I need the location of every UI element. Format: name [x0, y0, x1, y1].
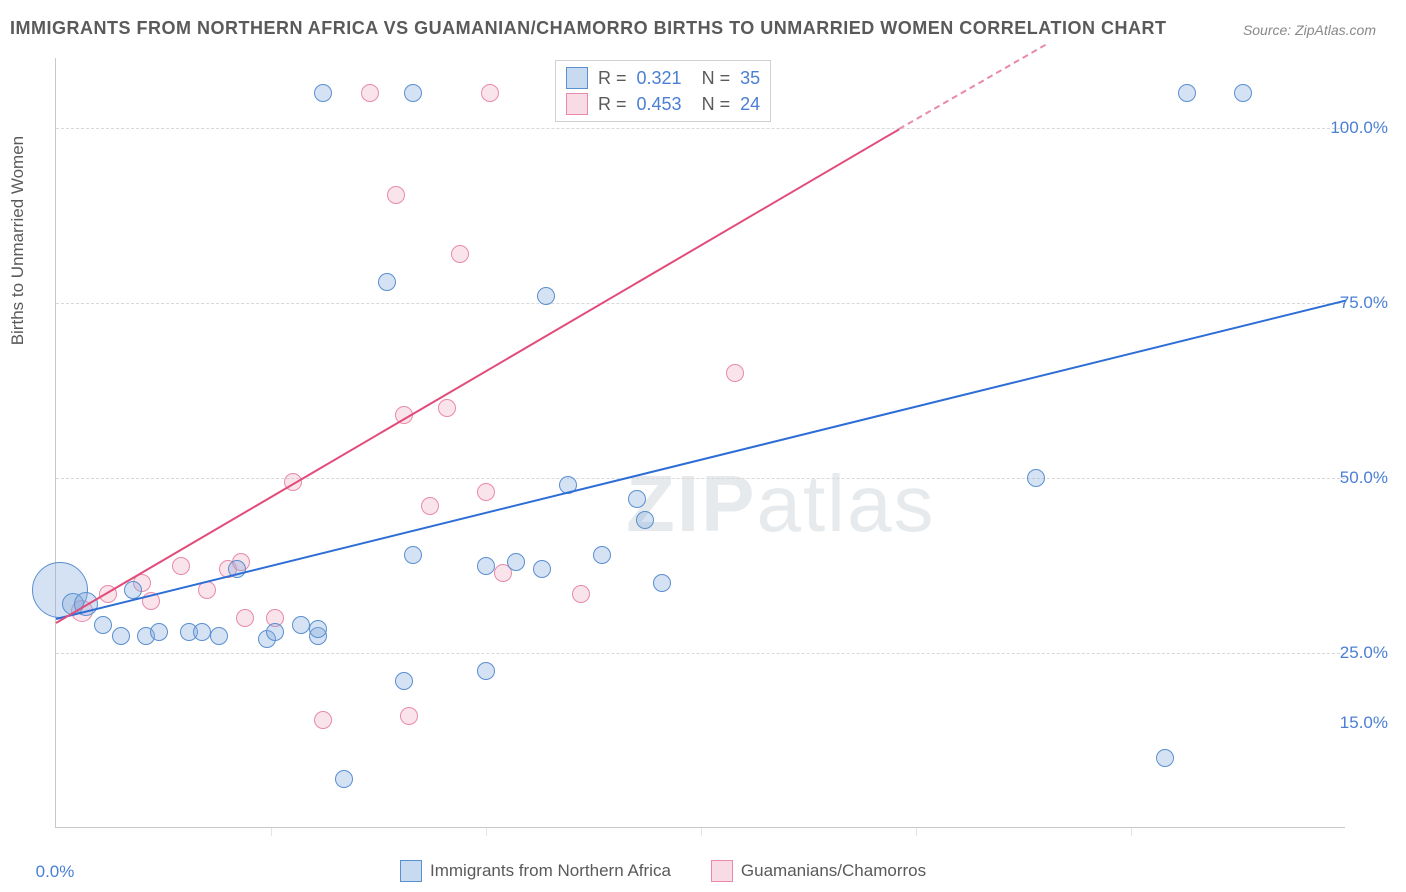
source-label: Source: ZipAtlas.com: [1243, 22, 1376, 38]
legend-n-label: N =: [702, 94, 731, 115]
data-point: [421, 497, 439, 515]
swatch-blue: [400, 860, 422, 882]
data-point: [378, 273, 396, 291]
data-point: [533, 560, 551, 578]
gridline-h: [56, 128, 1345, 129]
data-point: [314, 711, 332, 729]
data-point: [314, 84, 332, 102]
data-point: [1178, 84, 1196, 102]
data-point: [309, 620, 327, 638]
y-tick-label: 15.0%: [1340, 713, 1388, 733]
swatch-pink: [566, 93, 588, 115]
bottom-legend-label: Guamanians/Chamorros: [741, 861, 926, 881]
data-point: [210, 627, 228, 645]
data-point: [361, 84, 379, 102]
data-point: [404, 84, 422, 102]
legend-n-label: N =: [702, 68, 731, 89]
legend-row: R = 0.321 N = 35: [566, 65, 760, 91]
swatch-blue: [566, 67, 588, 89]
data-point: [477, 662, 495, 680]
data-point: [628, 490, 646, 508]
trend-line: [55, 128, 899, 623]
chart-title: IMMIGRANTS FROM NORTHERN AFRICA VS GUAMA…: [10, 18, 1166, 39]
data-point: [593, 546, 611, 564]
data-point: [572, 585, 590, 603]
data-point: [266, 623, 284, 641]
data-point: [726, 364, 744, 382]
y-tick-label: 75.0%: [1340, 293, 1388, 313]
data-point: [400, 707, 418, 725]
data-point: [438, 399, 456, 417]
gridline-v: [1131, 828, 1132, 836]
legend-r-label: R =: [598, 68, 627, 89]
legend-r-value: 0.453: [637, 94, 682, 115]
data-point: [1234, 84, 1252, 102]
bottom-legend: Immigrants from Northern Africa Guamanian…: [400, 860, 926, 882]
gridline-h: [56, 478, 1345, 479]
data-point: [477, 557, 495, 575]
gridline-v: [701, 828, 702, 836]
data-point: [94, 616, 112, 634]
y-tick-label: 100.0%: [1330, 118, 1388, 138]
data-point: [236, 609, 254, 627]
data-point: [172, 557, 190, 575]
trend-line: [898, 44, 1045, 130]
chart-container: IMMIGRANTS FROM NORTHERN AFRICA VS GUAMA…: [0, 0, 1406, 892]
watermark: ZIPatlas: [626, 458, 935, 550]
data-point: [636, 511, 654, 529]
y-axis-label: Births to Unmarried Women: [8, 136, 28, 345]
bottom-legend-label: Immigrants from Northern Africa: [430, 861, 671, 881]
data-point: [395, 672, 413, 690]
data-point: [112, 627, 130, 645]
gridline-h: [56, 653, 1345, 654]
legend-r-value: 0.321: [637, 68, 682, 89]
plot-area: ZIPatlas: [55, 58, 1345, 828]
legend-top: R = 0.321 N = 35 R = 0.453 N = 24: [555, 60, 771, 122]
data-point: [1156, 749, 1174, 767]
legend-row: R = 0.453 N = 24: [566, 91, 760, 117]
swatch-pink: [711, 860, 733, 882]
y-tick-label: 25.0%: [1340, 643, 1388, 663]
data-point: [481, 84, 499, 102]
data-point: [292, 616, 310, 634]
data-point: [150, 623, 168, 641]
data-point: [477, 483, 495, 501]
gridline-v: [486, 828, 487, 836]
gridline-v: [271, 828, 272, 836]
gridline-h: [56, 303, 1345, 304]
data-point: [537, 287, 555, 305]
legend-r-label: R =: [598, 94, 627, 115]
data-point: [193, 623, 211, 641]
legend-n-value: 24: [740, 94, 760, 115]
data-point: [451, 245, 469, 263]
data-point: [653, 574, 671, 592]
bottom-legend-item: Guamanians/Chamorros: [711, 860, 926, 882]
data-point: [507, 553, 525, 571]
bottom-legend-item: Immigrants from Northern Africa: [400, 860, 671, 882]
gridline-v: [916, 828, 917, 836]
data-point: [335, 770, 353, 788]
y-tick-label: 50.0%: [1340, 468, 1388, 488]
data-point: [387, 186, 405, 204]
data-point: [404, 546, 422, 564]
legend-n-value: 35: [740, 68, 760, 89]
trend-line: [56, 300, 1346, 620]
x-tick-label: 0.0%: [36, 862, 75, 882]
data-point: [1027, 469, 1045, 487]
